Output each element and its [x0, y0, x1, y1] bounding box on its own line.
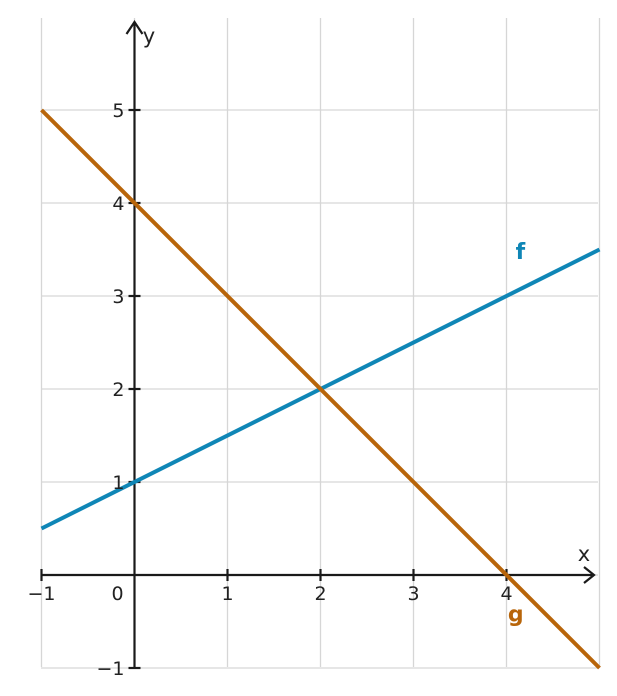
x-tick-label: −1 [27, 583, 55, 605]
y-tick-label: 5 [112, 100, 124, 122]
x-axis-label: x [578, 542, 590, 566]
y-tick-label: −1 [96, 658, 124, 680]
y-axis-arrow-icon [125, 20, 144, 35]
y-tick-label: 2 [112, 379, 124, 401]
labels: −1 0 1 2 3 4 −1 1 2 3 4 5 x y f g [27, 24, 590, 680]
x-tick-label: 4 [500, 583, 512, 605]
y-axis-label: y [143, 24, 155, 48]
x-tick-label: 3 [407, 583, 419, 605]
y-tick-label: 1 [112, 472, 124, 494]
series-lines [40, 108, 601, 670]
series-label-f: f [516, 240, 526, 265]
x-tick-label: 2 [314, 583, 326, 605]
series-label-g: g [508, 603, 524, 628]
y-tick-label: 3 [112, 286, 124, 308]
x-axis-arrow-icon [583, 566, 596, 584]
x-tick-label: 0 [111, 583, 123, 605]
y-tick-label: 4 [112, 193, 124, 215]
series-line-g [40, 108, 601, 670]
x-tick-label: 1 [221, 583, 233, 605]
